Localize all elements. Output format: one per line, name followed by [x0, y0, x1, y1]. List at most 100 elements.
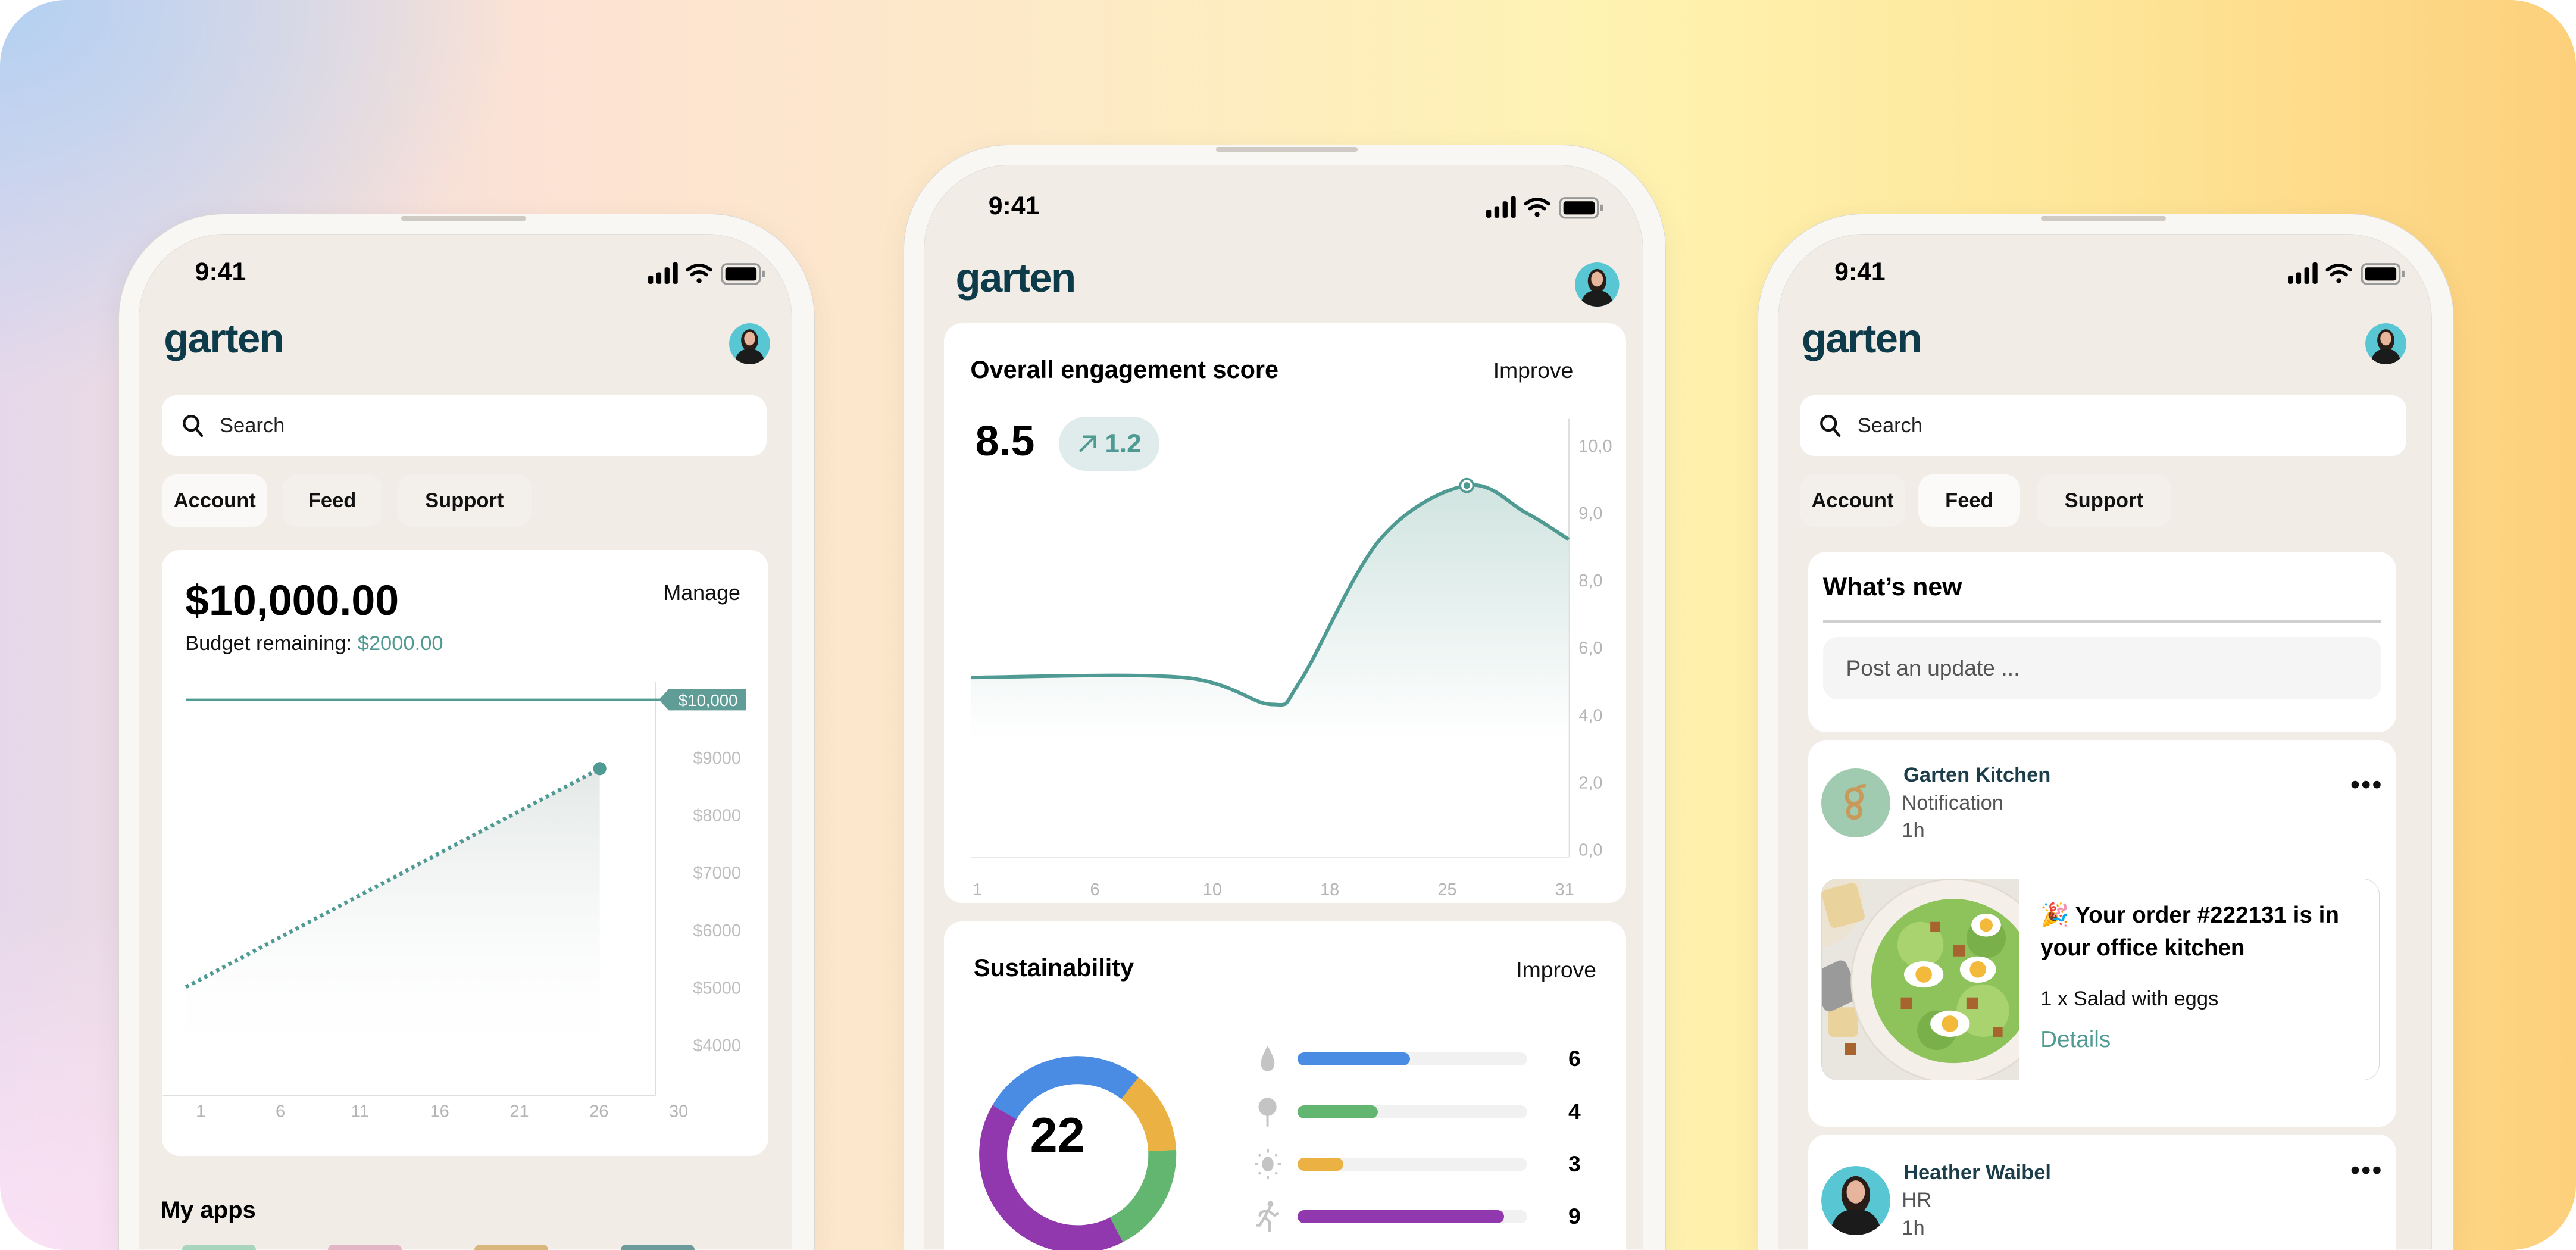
- metric-track: [1297, 1158, 1527, 1171]
- status-icons: [1486, 196, 1603, 219]
- garten-logo[interactable]: garten: [164, 315, 285, 362]
- app-tile[interactable]: [182, 1245, 256, 1250]
- garten-logo[interactable]: garten: [1801, 315, 1922, 362]
- budget-remaining-label: Budget remaining:: [185, 632, 352, 655]
- garten-kitchen-avatar[interactable]: [1821, 768, 1890, 838]
- search-icon: [1820, 415, 1841, 438]
- garten-g-icon: [1845, 783, 1867, 820]
- speaker-bar: [2040, 215, 2166, 221]
- garten-logo[interactable]: garten: [955, 255, 1077, 301]
- metric-fill-energy: [1297, 1158, 1343, 1171]
- phone-screen-right: 9:41 garten Search Account Feed Support …: [1778, 233, 2432, 1250]
- sustainability-total: 22: [1030, 1107, 1085, 1163]
- more-options-icon[interactable]: •••: [2350, 1156, 2383, 1186]
- metric-track: [1297, 1210, 1527, 1224]
- sustainability-improve-link[interactable]: Improve: [1516, 957, 1596, 983]
- tree-icon: [1258, 1098, 1277, 1127]
- post-update-input[interactable]: Post an update ...: [1822, 637, 2382, 699]
- app-tile[interactable]: [620, 1245, 695, 1250]
- user-avatar[interactable]: [1575, 262, 1620, 307]
- user-avatar[interactable]: [2365, 323, 2406, 364]
- metric-value: 4: [1568, 1098, 1581, 1124]
- post-role: HR: [1902, 1189, 1932, 1212]
- metric-track: [1297, 1052, 1527, 1066]
- post-time: 1h: [1902, 1217, 1925, 1240]
- metric-row-mobility: 9: [1256, 1201, 1602, 1232]
- metric-fill-water: [1297, 1052, 1410, 1066]
- order-details-link[interactable]: Details: [2040, 1027, 2111, 1053]
- engagement-improve-link[interactable]: Improve: [1493, 357, 1574, 383]
- engagement-delta-badge: 1.2: [1059, 417, 1159, 471]
- runner-icon: [1256, 1201, 1279, 1232]
- metric-value: 3: [1568, 1151, 1581, 1176]
- status-time: 9:41: [988, 192, 1040, 221]
- party-popper-icon: 🎉: [2040, 902, 2069, 928]
- phone-frame-middle: 9:41 garten Overall engagement score Imp…: [904, 144, 1666, 1250]
- budget-amount: $10,000.00: [185, 576, 399, 624]
- metric-value: 9: [1568, 1204, 1581, 1229]
- manage-link[interactable]: Manage: [663, 581, 740, 605]
- tab-feed[interactable]: Feed: [1918, 474, 2020, 527]
- engagement-title: Overall engagement score: [970, 356, 1278, 384]
- status-icons: [648, 262, 765, 285]
- search-input[interactable]: Search: [1800, 395, 2406, 457]
- signal-icon: [648, 262, 679, 284]
- metric-row-energy: 3: [1254, 1149, 1602, 1179]
- wifi-icon: [686, 263, 713, 283]
- search-icon: [182, 415, 203, 438]
- water-drop-icon: [1261, 1046, 1275, 1072]
- tab-account[interactable]: Account: [1800, 474, 1905, 527]
- battery-icon: [721, 262, 765, 285]
- whats-new-title: What’s new: [1822, 573, 1962, 602]
- phone-screen-middle: 9:41 garten Overall engagement score Imp…: [924, 164, 1643, 1250]
- metric-value: 6: [1568, 1046, 1581, 1071]
- sun-icon: [1254, 1149, 1281, 1179]
- metric-row-nature: 4: [1256, 1098, 1602, 1127]
- budget-remaining: Budget remaining: $2000.00: [185, 632, 443, 655]
- heather-waibel-avatar[interactable]: [1821, 1165, 1890, 1235]
- salad-image: [1822, 879, 2019, 1080]
- metric-row-water: 6: [1256, 1046, 1602, 1072]
- metric-fill-nature: [1297, 1105, 1378, 1118]
- phone-screen-left: 9:41 garten Search Account Feed Support …: [138, 233, 793, 1250]
- more-options-icon[interactable]: •••: [2350, 770, 2383, 799]
- tab-account[interactable]: Account: [162, 474, 268, 527]
- signal-icon: [1486, 196, 1516, 218]
- sustainability-title: Sustainability: [973, 954, 1134, 982]
- engagement-card: Overall engagement score Improve 8.5 1.2: [944, 323, 1626, 904]
- post-author[interactable]: Garten Kitchen: [1903, 763, 2051, 786]
- signal-icon: [2287, 262, 2318, 284]
- search-input[interactable]: Search: [162, 395, 767, 457]
- search-placeholder: Search: [220, 414, 285, 437]
- order-card[interactable]: 🎉 Your order #222131 is in your office k…: [1821, 878, 2380, 1081]
- arrow-up-right-icon: [1079, 435, 1096, 452]
- speaker-bar: [1216, 146, 1358, 152]
- tab-support[interactable]: Support: [397, 474, 532, 527]
- my-apps-heading: My apps: [160, 1197, 256, 1224]
- phone-frame-right: 9:41 garten Search Account Feed Support …: [1758, 213, 2455, 1250]
- app-tile[interactable]: [328, 1245, 402, 1250]
- app-tile[interactable]: [474, 1245, 549, 1250]
- user-avatar[interactable]: [729, 323, 770, 364]
- battery-icon: [2361, 262, 2405, 285]
- divider: [1822, 620, 2382, 623]
- whats-new-card: What’s new Post an update ...: [1808, 551, 2397, 733]
- status-time: 9:41: [195, 257, 246, 286]
- post-author[interactable]: Heather Waibel: [1903, 1161, 2051, 1184]
- engagement-score: 8.5: [975, 417, 1035, 465]
- post-time: 1h: [1902, 819, 1925, 842]
- post-update-placeholder: Post an update ...: [1846, 655, 2020, 681]
- speaker-bar: [401, 215, 527, 221]
- metric-fill-mobility: [1297, 1210, 1505, 1224]
- battery-icon: [1559, 197, 1603, 219]
- status-time: 9:41: [1834, 257, 1886, 286]
- order-title-text: Your order #222131 is in your office kit…: [2040, 902, 2339, 961]
- tab-feed[interactable]: Feed: [282, 474, 383, 527]
- feed-post: Garten Kitchen Notification 1h •••: [1808, 740, 2397, 1127]
- search-placeholder: Search: [1857, 414, 1923, 437]
- tab-support[interactable]: Support: [2036, 474, 2171, 527]
- budget-remaining-value: $2000.00: [357, 632, 443, 655]
- order-item: 1 x Salad with eggs: [2040, 987, 2219, 1010]
- metric-track: [1297, 1105, 1527, 1118]
